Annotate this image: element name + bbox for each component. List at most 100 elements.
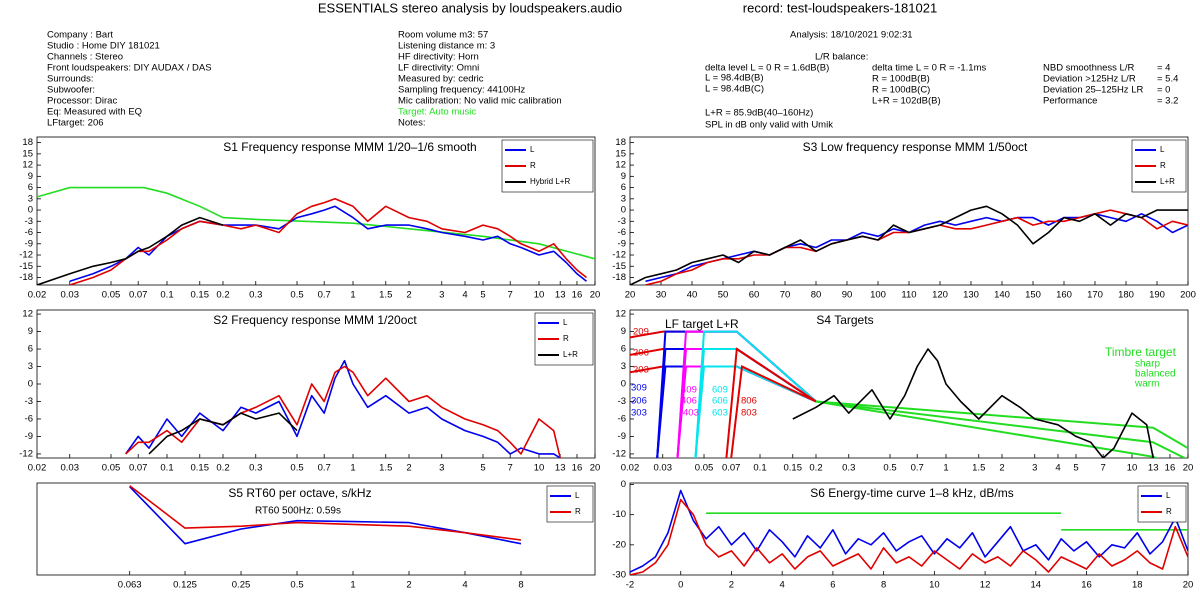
annotation: RT60 500Hz: 0.59s xyxy=(255,506,341,517)
info-line: Channels : Stereo xyxy=(47,52,123,63)
x-tick-label: 180 xyxy=(1118,290,1134,301)
chart-title: S5 RT60 per octave, s/kHz xyxy=(228,486,371,500)
score-value: = 5.4 xyxy=(1157,74,1178,85)
record-name: record: test-loudspeakers-181021 xyxy=(743,0,937,15)
x-tick-label: 120 xyxy=(932,290,948,301)
x-tick-label: 2 xyxy=(999,463,1004,474)
x-tick-label: 2 xyxy=(729,580,734,591)
y-tick-label: -3 xyxy=(25,396,33,407)
legend-label: L xyxy=(1166,491,1171,500)
target-label: 803 xyxy=(741,408,757,419)
legend-label: L xyxy=(1160,145,1165,154)
plot-content xyxy=(630,489,1188,575)
x-tick-label: 0.05 xyxy=(695,463,714,474)
x-tick-label: 40 xyxy=(687,290,698,301)
x-tick-label: 80 xyxy=(811,290,822,301)
y-tick-label: 0 xyxy=(28,205,33,216)
balance-line: delta time L = 0 R = -1.1ms xyxy=(872,63,986,74)
y-tick-label: -6 xyxy=(618,413,626,424)
x-tick-label: 160 xyxy=(1056,290,1072,301)
x-tick-label: 0.2 xyxy=(216,463,229,474)
info-line: Target: Auto music xyxy=(398,107,476,118)
info-line: Mic calibration: No valid mic calibratio… xyxy=(398,96,562,107)
x-tick-label: 0 xyxy=(678,580,683,591)
x-tick-label: 0.07 xyxy=(129,463,148,474)
series-line xyxy=(125,359,561,458)
info-line: Surrounds: xyxy=(47,74,93,85)
info-line: Sampling frequency: 44100Hz xyxy=(398,85,526,96)
legend-label: R xyxy=(1160,161,1166,170)
y-tick-label: -3 xyxy=(25,216,33,227)
x-tick-label: 18 xyxy=(1132,580,1143,591)
x-tick-label: 0.07 xyxy=(129,290,148,301)
target-line xyxy=(815,400,1187,458)
legend-label: L+R xyxy=(1160,177,1175,186)
x-tick-label: 20 xyxy=(590,463,601,474)
y-tick-label: 12 xyxy=(615,309,626,320)
target-label: 203 xyxy=(633,365,649,376)
y-tick-label: -6 xyxy=(25,227,33,238)
x-tick-label: 1 xyxy=(350,463,355,474)
balance-line: L+R = 85.9dB(40–160Hz) xyxy=(705,108,813,119)
y-tick-label: -12 xyxy=(612,448,626,459)
info-line: Listening distance m: 3 xyxy=(398,41,495,52)
target-line xyxy=(725,347,817,458)
y-tick-label: 15 xyxy=(615,148,626,159)
x-tick-label: 0.5 xyxy=(290,463,303,474)
target-label: 209 xyxy=(633,327,649,338)
y-tick-label: 0 xyxy=(621,479,626,490)
score-label: Performance xyxy=(1043,96,1097,107)
series-line xyxy=(630,205,1188,285)
series-line xyxy=(792,348,1154,458)
x-tick-label: 0.07 xyxy=(722,463,741,474)
analysis-date: Analysis: 18/10/2021 9:02:31 xyxy=(790,30,913,41)
balance-line: R = 100dB(B) xyxy=(872,74,930,85)
y-tick-label: -3 xyxy=(618,396,626,407)
y-tick-label: -10 xyxy=(612,509,626,520)
plot-area xyxy=(36,482,596,576)
x-tick-label: 4 xyxy=(1055,463,1060,474)
y-tick-label: 18 xyxy=(615,137,626,148)
series-line xyxy=(129,485,522,541)
y-tick-label: -12 xyxy=(612,250,626,261)
x-tick-label: 0.7 xyxy=(318,463,331,474)
x-tick-label: 30 xyxy=(656,290,667,301)
plot-content xyxy=(37,186,595,285)
target-label: 603 xyxy=(712,408,728,419)
x-tick-label: 130 xyxy=(963,290,979,301)
y-tick-label: 0 xyxy=(621,379,626,390)
x-tick-label: 7 xyxy=(508,290,513,301)
info-line: Room volume m3: 57 xyxy=(398,30,488,41)
x-tick-label: 2 xyxy=(406,463,411,474)
y-tick-label: 3 xyxy=(621,193,626,204)
x-tick-label: 0.02 xyxy=(28,290,47,301)
chart-title: S3 Low frequency response MMM 1/50oct xyxy=(803,140,1028,154)
x-tick-label: 0.15 xyxy=(191,463,210,474)
x-tick-label: 20 xyxy=(625,290,636,301)
x-tick-label: 0.02 xyxy=(621,463,640,474)
plot-content xyxy=(630,330,1188,458)
y-tick-label: -6 xyxy=(618,227,626,238)
y-tick-label: 6 xyxy=(28,182,33,193)
score-label: Deviation 25–125Hz LR xyxy=(1043,85,1143,96)
x-tick-label: 100 xyxy=(870,290,886,301)
x-tick-label: 150 xyxy=(1025,290,1041,301)
x-tick-label: 0.5 xyxy=(290,580,303,591)
x-tick-label: 14 xyxy=(1031,580,1042,591)
target-label: 606 xyxy=(712,396,728,407)
x-tick-label: 0.1 xyxy=(753,463,766,474)
x-tick-label: 16 xyxy=(1165,463,1176,474)
chart-panel: 0.02 0.03 0.05 0.07 0.1 0.15 0.2 0.3 0.5 0.7 1 1.5 2… xyxy=(19,136,600,301)
x-tick-label: 140 xyxy=(994,290,1010,301)
info-line: LFtarget: 206 xyxy=(47,118,104,129)
x-tick-label: 0.03 xyxy=(654,463,673,474)
x-tick-label: 0.15 xyxy=(784,463,803,474)
y-tick-label: 9 xyxy=(28,171,33,182)
plot-content xyxy=(630,205,1188,285)
x-tick-label: 0.25 xyxy=(232,580,251,591)
x-tick-label: 0.05 xyxy=(102,290,121,301)
target-label: 609 xyxy=(712,385,728,396)
x-tick-label: 0.03 xyxy=(61,463,80,474)
y-tick-label: 12 xyxy=(22,309,33,320)
target-label: 306 xyxy=(631,396,647,407)
